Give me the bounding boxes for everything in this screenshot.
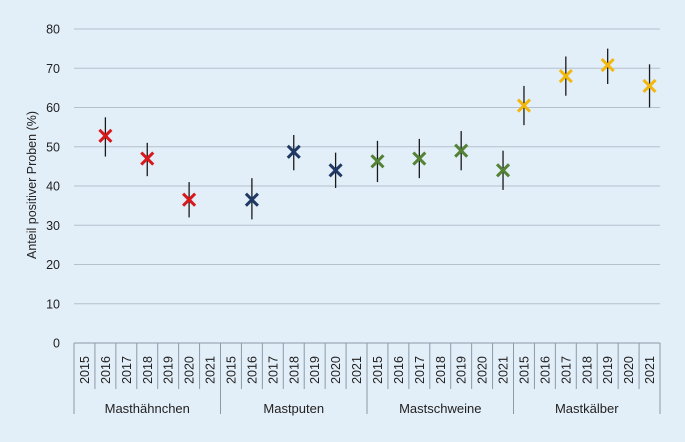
x-tick-label: 2019 [455, 356, 469, 384]
y-axis-label: Anteil positiver Proben (%) [25, 111, 39, 259]
x-tick-label: 2016 [245, 356, 259, 384]
data-point [140, 151, 155, 166]
data-point [454, 143, 469, 158]
marker-stroke [558, 69, 573, 84]
x-tick-label: 2018 [287, 356, 301, 384]
x-tick-label: 2017 [120, 356, 134, 384]
marker-stroke [412, 151, 427, 166]
marker-stroke [328, 163, 343, 178]
y-tick-label: 70 [46, 62, 60, 76]
data-point [244, 192, 259, 207]
group-label: Mastkälber [555, 401, 619, 416]
x-tick-label: 2020 [183, 356, 197, 384]
marker-stroke [286, 144, 301, 159]
data-point [600, 58, 615, 73]
marker-stroke [600, 58, 615, 73]
y-tick-label: 60 [46, 101, 60, 115]
group-label: Mastschweine [399, 401, 481, 416]
data-point [328, 163, 343, 178]
y-tick-label: 80 [46, 23, 60, 37]
marker-stroke [98, 128, 113, 143]
marker-stroke [370, 154, 385, 169]
marker-stroke [454, 143, 469, 158]
x-tick-label: 2020 [329, 356, 343, 384]
marker-stroke [244, 192, 259, 207]
data-points [98, 48, 657, 220]
data-point [370, 154, 385, 169]
data-point [558, 69, 573, 84]
x-tick-label: 2015 [517, 356, 531, 384]
marker-stroke [516, 98, 532, 113]
marker-stroke [140, 151, 155, 166]
marker-stroke [495, 163, 511, 178]
marker-stroke [182, 192, 197, 207]
data-point [516, 98, 532, 113]
x-axis: 2015 2016 2017 2018 2019 2020 2021 Masthähnchen… [73, 343, 661, 416]
y-axis: 0 10 20 30 40 50 60 70 80 [46, 23, 60, 351]
x-tick-label: 2019 [162, 356, 176, 384]
x-tick-label: 2020 [476, 356, 490, 384]
x-tick-label: 2018 [580, 356, 594, 384]
x-tick-label: 2017 [413, 356, 427, 384]
x-tick-label: 2016 [99, 356, 113, 384]
gridlines [74, 28, 660, 344]
data-point [182, 192, 197, 207]
y-tick-label: 10 [46, 297, 60, 311]
x-tick-label: 2021 [497, 356, 511, 384]
x-tick-label: 2019 [601, 356, 615, 384]
x-tick-label: 2018 [141, 356, 155, 384]
data-point [286, 144, 301, 159]
x-tick-label: 2020 [622, 356, 636, 384]
data-point [642, 78, 657, 93]
x-tick-label: 2016 [392, 356, 406, 384]
y-tick-label: 50 [46, 140, 60, 154]
x-tick-label: 2017 [266, 356, 280, 384]
y-tick-label: 40 [46, 180, 60, 194]
y-tick-label: 0 [53, 337, 60, 351]
x-tick-label: 2018 [434, 356, 448, 384]
y-tick-label: 30 [46, 219, 60, 233]
y-tick-label: 20 [46, 258, 60, 272]
x-tick-label: 2019 [308, 356, 322, 384]
x-tick-label: 2017 [559, 356, 573, 384]
group-label: Masthähnchen [105, 401, 190, 416]
x-tick-label: 2021 [204, 356, 218, 384]
data-point [412, 151, 427, 166]
x-tick-label: 2021 [350, 356, 364, 384]
x-tick-label: 2015 [78, 356, 92, 384]
marker-stroke [642, 78, 657, 93]
x-tick-label: 2015 [224, 356, 238, 384]
group-label: Mastputen [263, 401, 324, 416]
x-tick-label: 2021 [643, 356, 657, 384]
x-tick-label: 2016 [538, 356, 552, 384]
x-tick-label: 2015 [371, 356, 385, 384]
data-point [98, 128, 113, 143]
data-point [495, 163, 511, 178]
